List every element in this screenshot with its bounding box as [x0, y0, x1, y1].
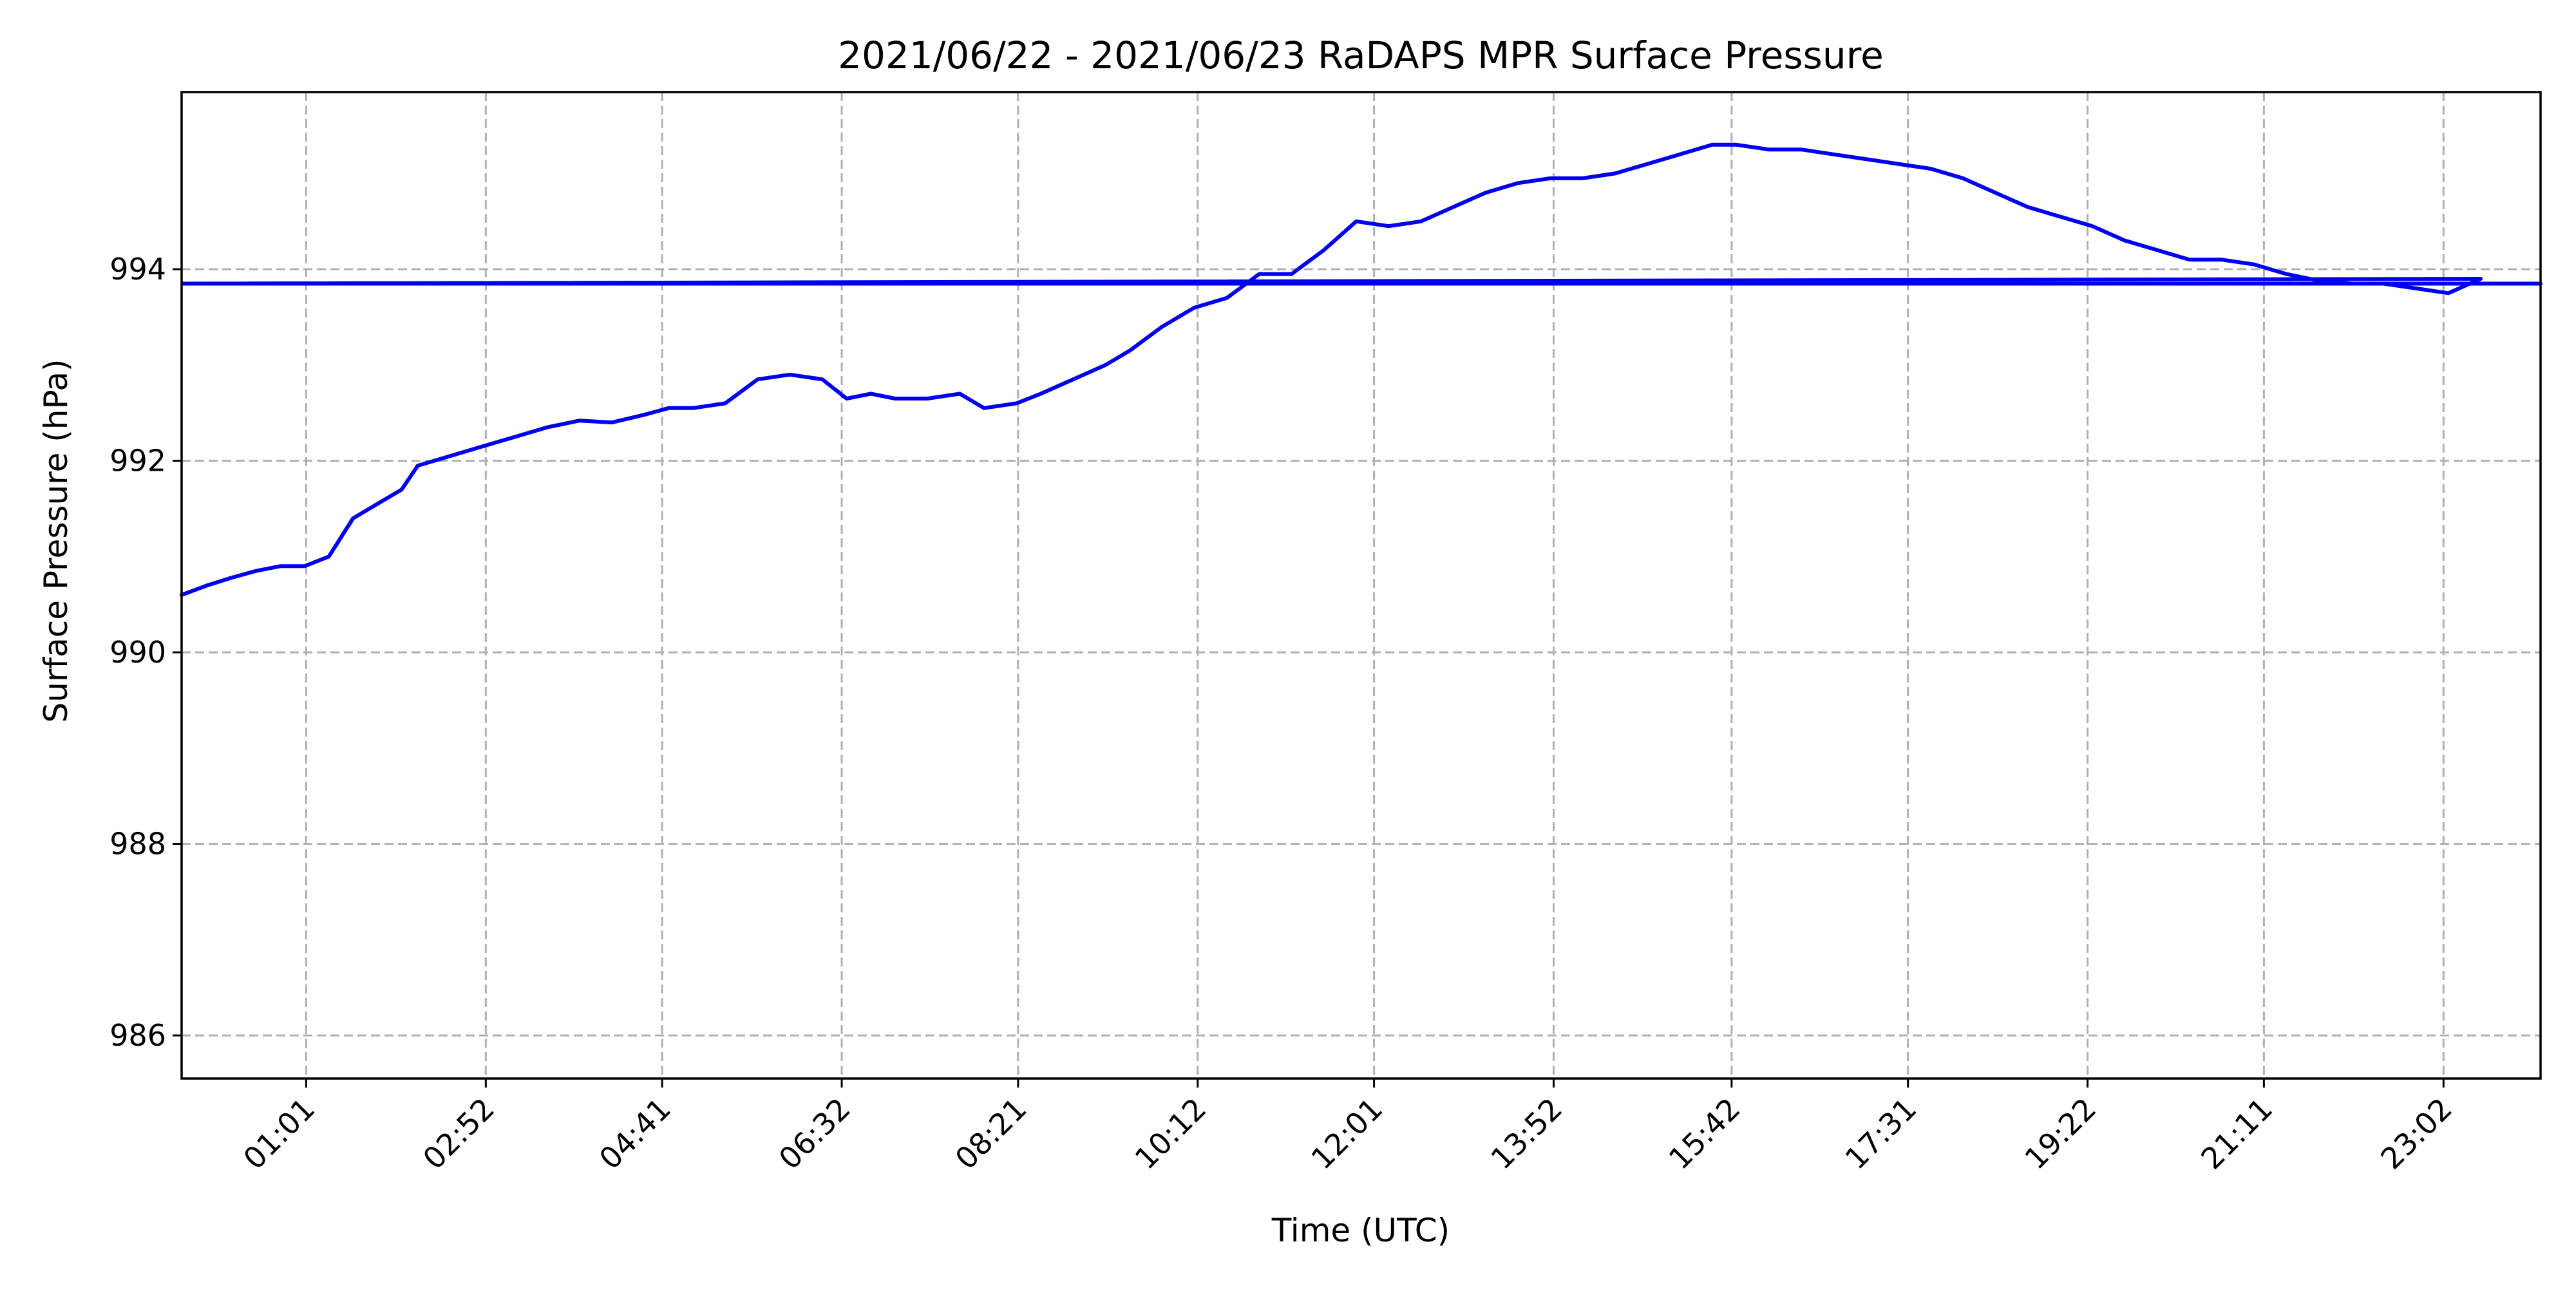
- grid: [182, 92, 2541, 1079]
- y-tick-label: 988: [109, 827, 166, 862]
- y-tick-label: 986: [109, 1018, 166, 1053]
- plot-area: [180, 142, 2543, 597]
- y-tick-label: 992: [109, 444, 166, 478]
- x-axis-label: Time (UTC): [1271, 1212, 1450, 1249]
- plot-frame: [180, 91, 2542, 1080]
- y-axis-label: Surface Pressure (hPa): [37, 359, 75, 722]
- chart-title: 2021/06/22 - 2021/06/23 RaDAPS MPR Surfa…: [838, 33, 1884, 77]
- pressure-line-series: [180, 142, 2543, 597]
- y-tick-label: 990: [109, 635, 166, 670]
- y-tick-label: 994: [109, 252, 166, 287]
